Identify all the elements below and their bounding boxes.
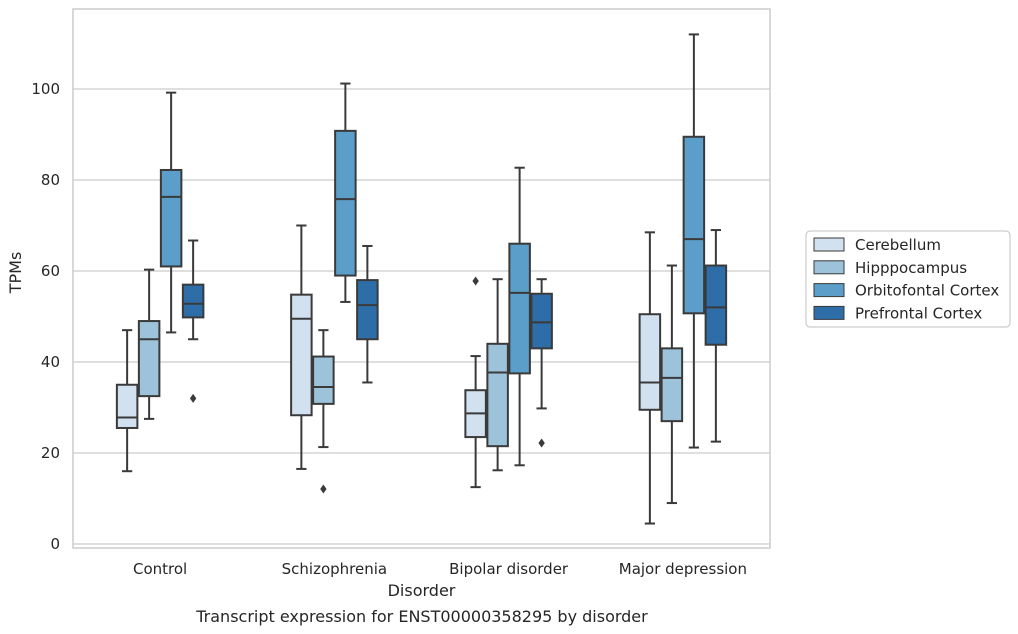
x-axis-ticks: Control Schizophrenia Bipolar disorder Majo…: [133, 560, 747, 578]
y-tick-label: 60: [41, 262, 60, 280]
y-axis-title: TPMs: [6, 252, 25, 295]
x-axis-title: Disorder: [388, 581, 456, 600]
box: [508, 166, 531, 467]
box: [334, 82, 357, 303]
box-body: [181, 283, 205, 319]
box-plots: [115, 33, 728, 525]
box-body: [508, 242, 531, 375]
y-tick-label: 80: [41, 171, 60, 189]
legend-frame: [805, 230, 1011, 328]
box-body: [660, 347, 684, 423]
box: [137, 268, 161, 420]
y-tick-label: 40: [41, 353, 60, 371]
box: [159, 91, 183, 334]
box: [486, 278, 509, 472]
box-body: [312, 355, 335, 405]
box: [464, 276, 487, 489]
outlier-point: [472, 276, 479, 286]
box-body: [530, 292, 553, 350]
box: [638, 231, 662, 525]
y-tick-label: 100: [31, 80, 60, 98]
legend-swatch: [813, 305, 845, 320]
box-body: [638, 313, 662, 411]
gridlines: [73, 88, 770, 545]
legend-swatch: [813, 237, 845, 252]
box: [704, 229, 728, 443]
box-body: [704, 264, 728, 346]
x-tick-label: Schizophrenia: [282, 560, 387, 578]
y-axis-ticks: 0 20 40 60 80 100: [31, 80, 60, 553]
legend-label: Cerebellum: [855, 236, 941, 254]
legend-label: Orbitofontal Cortex: [855, 282, 999, 300]
legend-label: Prefrontal Cortex: [855, 304, 982, 322]
box: [115, 329, 139, 473]
x-tick-label: Control: [133, 560, 187, 578]
legend: Cerebellum Hipppocampus Orbitofontal Corte…: [805, 230, 1011, 328]
box: [356, 244, 379, 384]
legend-swatch: [813, 260, 845, 275]
legend-swatch: [813, 283, 845, 298]
box: [682, 33, 706, 449]
box: [312, 329, 335, 494]
box: [660, 264, 684, 505]
box: [530, 278, 553, 448]
box-body: [486, 342, 509, 448]
x-tick-label: Major depression: [619, 560, 747, 578]
box-body: [334, 129, 357, 277]
box-body: [356, 279, 379, 341]
box-body: [290, 293, 313, 417]
outlier-point: [320, 484, 327, 494]
y-tick-label: 0: [50, 535, 60, 553]
box-body: [115, 383, 139, 429]
y-tick-label: 20: [41, 444, 60, 462]
box-body: [137, 320, 161, 398]
chart-caption: Transcript expression for ENST0000035829…: [195, 607, 648, 626]
box-body: [682, 135, 706, 315]
box-body: [159, 168, 183, 268]
x-tick-label: Bipolar disorder: [449, 560, 569, 578]
outlier-point: [538, 438, 545, 448]
box: [290, 224, 313, 470]
plot-frame: [72, 8, 771, 549]
outlier-point: [189, 393, 197, 403]
legend-label: Hipppocampus: [855, 259, 967, 277]
box: [181, 239, 205, 403]
